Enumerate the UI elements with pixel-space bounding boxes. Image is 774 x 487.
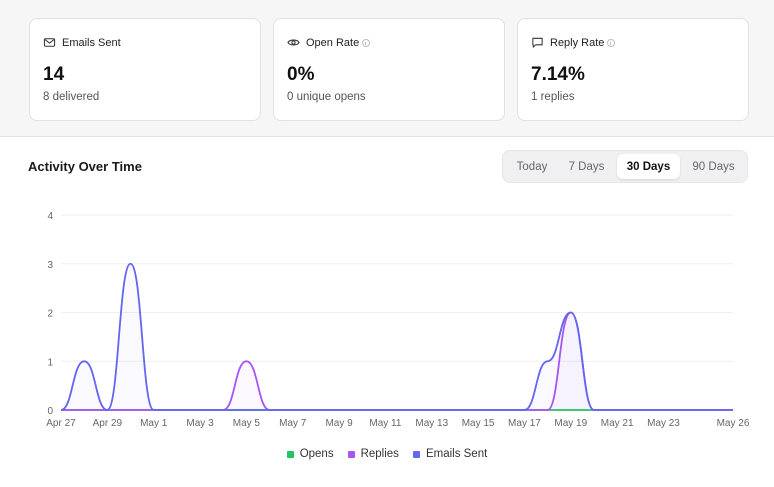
card-subtext: 8 delivered bbox=[43, 91, 100, 103]
legend-swatch bbox=[347, 450, 355, 458]
y-tick-label: 3 bbox=[47, 260, 53, 271]
card-header: Open Rate bbox=[287, 36, 371, 49]
activity-panel: Activity Over Time Today 7 Days 30 Days … bbox=[0, 137, 774, 487]
legend-item-emails-sent[interactable]: Emails Sent bbox=[412, 448, 488, 460]
stat-card-open-rate: Open Rate 0% 0 unique opens bbox=[273, 18, 505, 121]
stat-card-emails-sent: Emails Sent 14 8 delivered bbox=[29, 18, 261, 121]
x-tick-label: May 21 bbox=[601, 418, 634, 429]
card-header: Emails Sent bbox=[43, 36, 121, 49]
x-tick-label: May 9 bbox=[325, 418, 353, 429]
y-tick-label: 0 bbox=[47, 406, 53, 417]
card-value: 7.14% bbox=[531, 64, 585, 85]
range-7-days-button[interactable]: 7 Days bbox=[568, 160, 605, 173]
legend-item-opens[interactable]: Opens bbox=[286, 448, 334, 460]
section-divider bbox=[0, 136, 774, 137]
y-tick-label: 4 bbox=[47, 211, 53, 222]
legend-item-replies[interactable]: Replies bbox=[347, 448, 399, 460]
x-tick-label: May 13 bbox=[415, 418, 448, 429]
card-value: 14 bbox=[43, 64, 65, 85]
range-30-days-button[interactable]: 30 Days bbox=[617, 154, 680, 179]
legend-label: Opens bbox=[299, 448, 334, 460]
info-icon[interactable] bbox=[362, 38, 371, 47]
series-area-replies bbox=[61, 312, 733, 410]
legend-swatch bbox=[412, 450, 420, 458]
activity-chart: 0 1 2 3 4 Apr 27 Apr 29 May 1 May 3 May 5 May 7 May… bbox=[46, 211, 750, 429]
x-tick-label: May 3 bbox=[186, 418, 214, 429]
x-tick-label: May 17 bbox=[508, 418, 541, 429]
x-tick-label: May 11 bbox=[369, 418, 401, 429]
stat-card-reply-rate: Reply Rate 7.14% 1 replies bbox=[517, 18, 749, 121]
panel-title: Activity Over Time bbox=[28, 159, 142, 174]
stats-section: Emails Sent 14 8 delivered Open Rate 0% … bbox=[0, 0, 774, 137]
y-tick-label: 2 bbox=[47, 309, 53, 320]
time-range-selector: Today 7 Days 30 Days 90 Days bbox=[502, 150, 748, 183]
legend-label: Replies bbox=[360, 448, 399, 460]
card-label: Reply Rate bbox=[550, 36, 605, 49]
eye-icon bbox=[287, 39, 300, 46]
card-label: Open Rate bbox=[306, 36, 360, 49]
x-tick-label: May 15 bbox=[462, 418, 495, 429]
card-label: Emails Sent bbox=[62, 36, 121, 49]
x-tick-label: May 5 bbox=[233, 418, 261, 429]
info-icon[interactable] bbox=[607, 38, 616, 47]
x-tick-label: Apr 27 bbox=[46, 418, 76, 429]
range-today-button[interactable]: Today bbox=[516, 160, 548, 173]
y-tick-label: 1 bbox=[47, 357, 53, 368]
mail-icon bbox=[43, 38, 56, 47]
series-line-emails-sent bbox=[60, 262, 733, 411]
card-subtext: 1 replies bbox=[531, 91, 575, 103]
x-tick-label: May 23 bbox=[647, 418, 680, 429]
card-value: 0% bbox=[287, 64, 315, 85]
x-tick-label: May 26 bbox=[717, 418, 750, 429]
series-area-emails-sent bbox=[61, 263, 733, 410]
range-90-days-button[interactable]: 90 Days bbox=[692, 160, 735, 173]
legend-swatch bbox=[286, 450, 294, 458]
legend-label: Emails Sent bbox=[425, 448, 488, 460]
message-icon bbox=[532, 37, 543, 48]
x-tick-label: Apr 29 bbox=[93, 418, 123, 429]
x-tick-label: May 1 bbox=[140, 418, 168, 429]
chart-legend: Opens Replies Emails Sent bbox=[0, 448, 774, 460]
card-subtext: 0 unique opens bbox=[287, 91, 366, 103]
x-tick-label: May 19 bbox=[554, 418, 587, 429]
x-tick-label: May 7 bbox=[279, 418, 307, 429]
card-header: Reply Rate bbox=[531, 36, 616, 49]
